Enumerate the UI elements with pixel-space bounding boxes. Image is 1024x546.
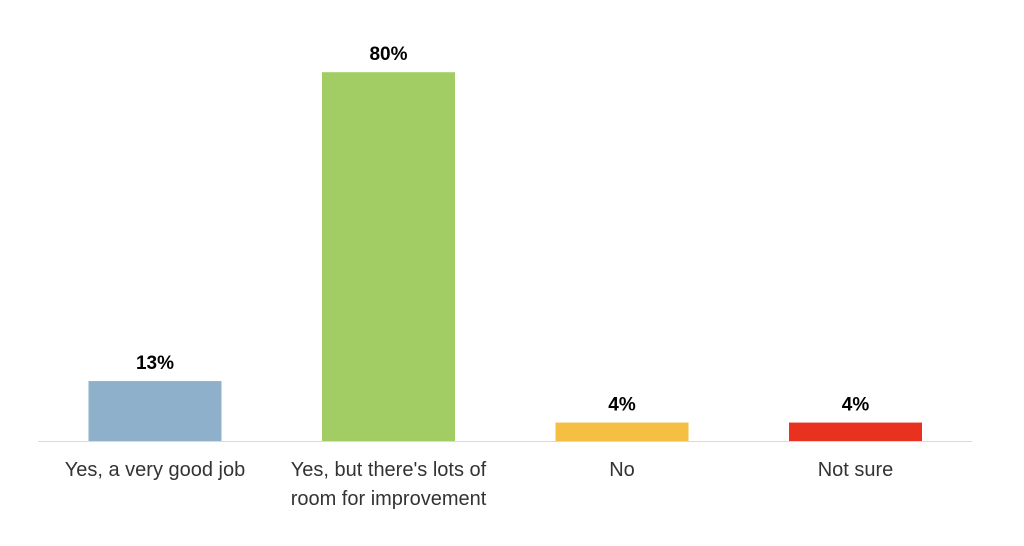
category-label: No — [609, 459, 635, 481]
bar — [88, 381, 222, 441]
value-label: 4% — [608, 395, 636, 416]
bar — [789, 422, 922, 441]
bar — [555, 422, 689, 441]
bar — [322, 72, 455, 441]
value-label: 13% — [136, 353, 174, 374]
category-label: Not sure — [817, 459, 894, 481]
category-label: Yes, a very good job — [64, 459, 246, 481]
category-label: Yes, but there's lots of room for improv… — [290, 459, 487, 510]
value-label: 4% — [842, 395, 870, 416]
value-label: 80% — [369, 44, 407, 65]
